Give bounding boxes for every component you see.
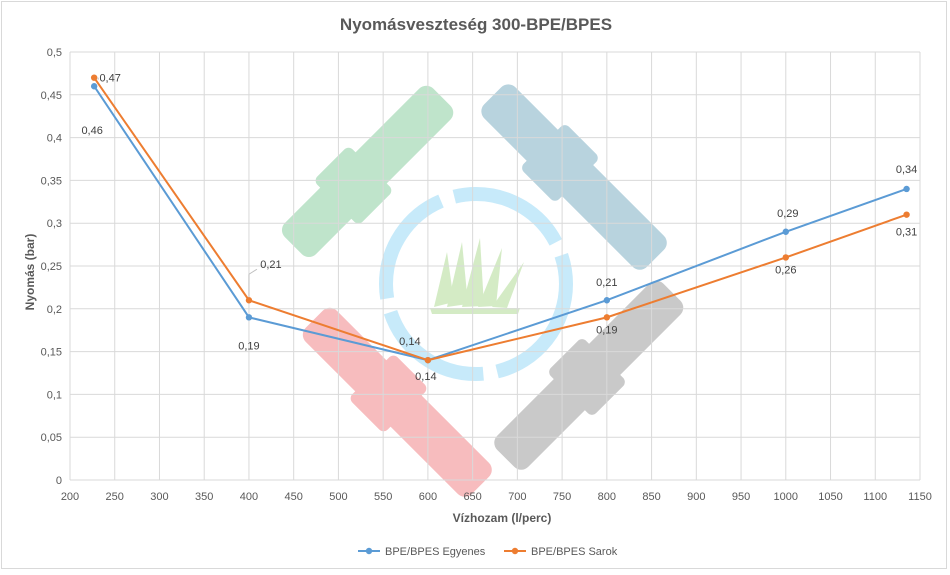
legend: BPE/BPES Egyenes BPE/BPES Sarok — [358, 546, 618, 558]
series-1: 0,46 0,19 0,14 0,21 0,29 0,34 — [81, 83, 917, 364]
x-tick-label: 850 — [642, 491, 660, 503]
legend-marker — [511, 547, 519, 555]
data-label: 0,14 — [399, 336, 420, 348]
x-tick-label: 550 — [374, 491, 392, 503]
x-tick-label: 400 — [240, 491, 258, 503]
y-tick-label: 0,45 — [41, 90, 62, 102]
data-point — [903, 211, 910, 218]
data-point — [90, 83, 98, 90]
y-tick-label: 0,15 — [41, 347, 62, 359]
y-tick-label: 0,3 — [47, 218, 62, 230]
data-label: 0,31 — [896, 227, 917, 239]
data-point — [603, 297, 611, 304]
x-tick-label: 350 — [195, 491, 213, 503]
y-tick-label: 0,35 — [41, 175, 62, 187]
data-label: 0,29 — [777, 208, 798, 220]
y-tick-label: 0,5 — [47, 47, 62, 59]
data-label: 0,46 — [81, 125, 102, 137]
x-tick-label: 650 — [463, 491, 481, 503]
data-label: 0,34 — [896, 164, 917, 176]
data-point — [90, 74, 98, 81]
data-point — [903, 185, 910, 193]
data-label: 0,19 — [238, 340, 259, 352]
chart-title: Nyomásveszteség 300-BPE/BPES — [340, 15, 612, 34]
x-tick-label: 500 — [329, 491, 347, 503]
x-tick-label: 1100 — [863, 491, 887, 503]
series-2: 0,47 0,21 0,14 0,19 0,26 0,31 — [90, 73, 917, 383]
grid-lines — [69, 51, 921, 481]
x-axis-ticks: 200 250 300 350 400 450 500 550 600 650 700 750 800 8… — [61, 491, 932, 503]
data-point — [782, 228, 789, 235]
x-tick-label: 1050 — [818, 491, 842, 503]
legend-label: BPE/BPES Egyenes — [385, 546, 486, 558]
leader-line — [248, 268, 258, 275]
y-tick-label: 0,25 — [41, 261, 62, 273]
y-tick-label: 0,2 — [47, 304, 62, 316]
y-tick-label: 0,1 — [47, 389, 62, 401]
x-tick-label: 200 — [61, 491, 79, 503]
x-tick-label: 450 — [285, 491, 303, 503]
x-tick-label: 600 — [419, 491, 437, 503]
series-line — [93, 85, 907, 362]
legend-item: BPE/BPES Egyenes — [358, 546, 486, 558]
x-tick-label: 700 — [508, 491, 526, 503]
y-axis-title: Nyomás (bar) — [23, 234, 37, 311]
y-tick-label: 0,4 — [47, 133, 62, 145]
data-point — [245, 297, 253, 304]
data-point — [603, 314, 611, 321]
data-label: 0,47 — [99, 73, 120, 85]
legend-item: BPE/BPES Sarok — [504, 546, 618, 558]
x-tick-label: 1150 — [908, 491, 932, 503]
y-tick-label: 0 — [56, 475, 62, 487]
y-axis-ticks: 0 0,05 0,1 0,15 0,2 0,25 0,3 0,35 0,4 0,45 0,5 — [41, 47, 62, 487]
x-tick-label: 750 — [553, 491, 571, 503]
data-label: 0,19 — [596, 324, 617, 336]
legend-marker — [365, 547, 373, 555]
series-line — [93, 77, 907, 362]
data-label: 0,14 — [415, 371, 436, 383]
data-point — [424, 356, 432, 364]
legend-label: BPE/BPES Sarok — [531, 546, 618, 558]
x-tick-label: 800 — [598, 491, 616, 503]
data-label: 0,26 — [775, 264, 796, 276]
y-tick-label: 0,05 — [41, 432, 62, 444]
data-point — [245, 314, 253, 321]
x-tick-label: 250 — [106, 491, 124, 503]
x-axis-title: Vízhozam (l/perc) — [453, 511, 552, 525]
data-point — [782, 254, 789, 261]
data-label: 0,21 — [596, 277, 617, 289]
x-tick-label: 1000 — [774, 491, 798, 503]
data-label: 0,21 — [260, 259, 281, 271]
x-tick-label: 950 — [732, 491, 750, 503]
x-tick-label: 900 — [687, 491, 705, 503]
x-tick-label: 300 — [150, 491, 168, 503]
series-layer: 0,46 0,19 0,14 0,21 0,29 0,34 0,47 0,21 0,14 0,19… — [81, 73, 917, 383]
